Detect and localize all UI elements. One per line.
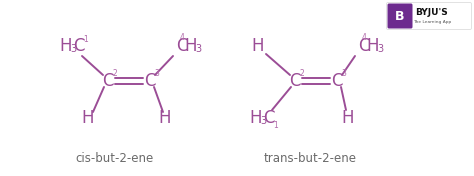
- Text: C: C: [73, 37, 85, 55]
- Text: C: C: [358, 37, 370, 55]
- Text: BYJU'S: BYJU'S: [416, 8, 448, 17]
- Text: H: H: [342, 109, 354, 127]
- Text: C: C: [289, 72, 301, 90]
- Text: 3: 3: [342, 70, 346, 78]
- Text: C: C: [102, 72, 114, 90]
- Text: 4: 4: [362, 33, 366, 42]
- Text: 3: 3: [377, 44, 383, 54]
- Text: C: C: [331, 72, 343, 90]
- Text: B: B: [395, 10, 405, 23]
- Text: H: H: [252, 37, 264, 55]
- Text: 3: 3: [70, 44, 76, 54]
- Text: 4: 4: [180, 33, 184, 42]
- Text: 3: 3: [260, 116, 266, 126]
- Text: H: H: [250, 109, 262, 127]
- Text: 1: 1: [273, 121, 278, 130]
- Text: C: C: [176, 37, 188, 55]
- Text: H: H: [367, 37, 379, 55]
- Text: The Learning App: The Learning App: [413, 20, 451, 24]
- Text: C: C: [263, 109, 275, 127]
- Text: 2: 2: [300, 70, 304, 78]
- Text: cis-but-2-ene: cis-but-2-ene: [76, 152, 154, 165]
- Text: C: C: [144, 72, 156, 90]
- Text: H: H: [185, 37, 197, 55]
- Text: H: H: [60, 37, 72, 55]
- Text: 1: 1: [83, 34, 88, 43]
- FancyBboxPatch shape: [388, 4, 412, 29]
- Text: 3: 3: [155, 70, 159, 78]
- Text: H: H: [159, 109, 171, 127]
- FancyBboxPatch shape: [386, 2, 472, 30]
- Text: 2: 2: [113, 70, 118, 78]
- Text: trans-but-2-ene: trans-but-2-ene: [264, 152, 356, 165]
- Text: H: H: [82, 109, 94, 127]
- Text: 3: 3: [195, 44, 201, 54]
